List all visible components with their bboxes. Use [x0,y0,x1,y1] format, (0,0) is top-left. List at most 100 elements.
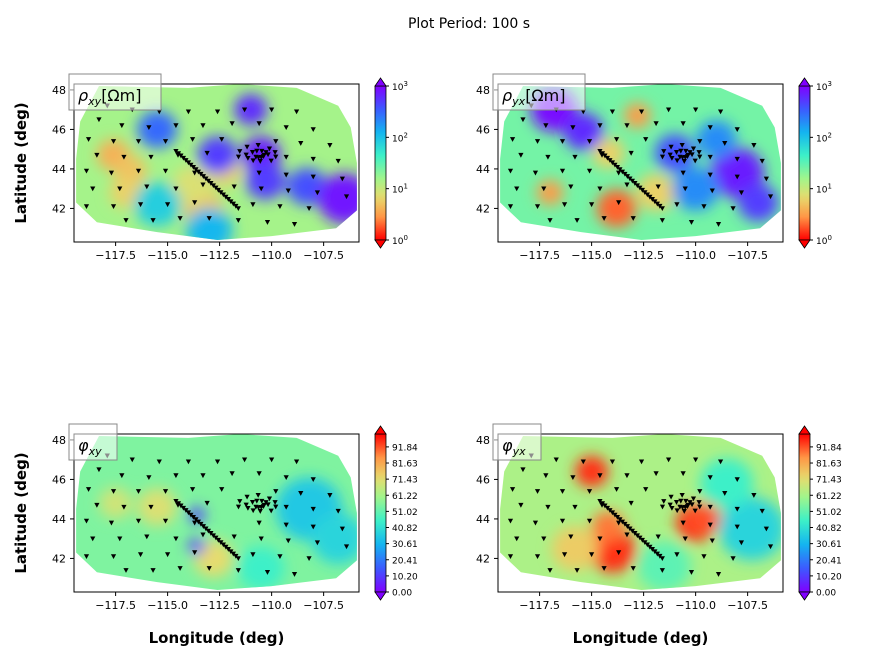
station-marker [638,459,645,465]
station-marker [255,492,261,498]
station-marker [83,554,90,560]
station-marker [229,121,235,127]
colorbar: 0.00 10.20 20.41 30.61 40.82 51.02 61.22 71.43 8… [374,425,418,601]
colorbar-tick-label: 102 [392,131,408,144]
heatmap-anomaly [287,167,327,206]
colorbar-tick-label: 51.02 [816,508,842,518]
station-marker [553,457,559,463]
station-marker [162,168,169,174]
station-marker [709,538,715,544]
heatmap-anomaly [637,541,692,590]
station-marker [268,508,274,514]
station-marker [293,459,300,465]
heatmap-anomaly [311,513,357,564]
station-marker [150,568,156,573]
station-marker [589,202,595,208]
x-tick-label: −117.5 [95,599,136,612]
y-tick-label: 44 [52,163,66,176]
station-marker [601,566,607,571]
y-tick-label: 46 [52,473,66,486]
station-marker [283,125,289,131]
station-marker [509,137,516,142]
station-marker [665,457,672,463]
station-marker [117,186,123,192]
station-marker [123,218,129,223]
station-marker [630,566,636,571]
station-marker [763,526,769,532]
station-marker [146,125,152,131]
station-marker [624,123,630,129]
y-tick-label: 46 [52,123,66,136]
station-marker [715,572,722,577]
colorbar-tick-label: 51.02 [392,508,418,518]
heatmap-anomaly [237,546,285,590]
heatmap-anomaly [188,538,206,555]
station-marker [751,493,757,498]
station-marker [624,532,630,538]
heatmap-anomaly [624,102,651,129]
station-marker [738,540,744,546]
station-marker [146,475,152,481]
station-marker [310,524,316,530]
station-marker [266,146,273,152]
station-marker [173,186,179,192]
station-marker [219,137,225,142]
station-marker [730,556,736,562]
heatmap-anomaly [245,161,286,200]
station-marker [108,170,115,176]
station-marker [257,509,263,514]
station-marker [680,471,686,477]
station-marker [310,156,316,162]
station-marker [257,159,263,164]
station-marker [568,184,574,190]
station-marker [219,487,225,492]
station-marker [559,518,566,524]
station-marker [677,154,683,160]
panel-title: φxy [78,436,102,458]
station-marker [144,534,150,540]
station-marker [119,123,125,129]
station-marker [545,504,551,510]
station-marker [693,457,699,463]
colorbar-tick-label: 91.84 [392,443,418,453]
y-tick-label: 46 [476,473,490,486]
station-marker [273,139,279,144]
colorbar-tick-label: 102 [816,131,832,144]
station-marker [545,154,551,160]
x-axis-label: Longitude (deg) [149,629,285,647]
x-tick-label: −112.5 [623,249,664,262]
station-marker [277,554,283,560]
station-marker [653,471,659,477]
station-marker [244,144,250,150]
heatmap-anomaly [551,526,599,571]
panel-title-box [492,423,542,461]
station-marker [597,473,603,479]
station-marker [165,552,171,558]
station-marker [697,489,703,494]
station-marker [265,152,271,158]
station-marker [690,146,697,152]
station-marker [722,141,728,146]
colorbar-tick-label: 40.82 [816,524,842,534]
station-marker [674,202,680,208]
station-markers [507,103,774,227]
station-marker [90,536,96,542]
station-marker [250,158,256,164]
station-marker [717,109,724,115]
heatmap-anomalies [96,93,357,240]
station-marker [680,520,686,526]
station-marker [678,498,684,504]
station-marker [85,487,92,492]
station-marker [643,487,649,492]
y-tick-label: 48 [476,84,490,97]
station-marker [734,477,740,483]
station-marker [668,494,674,500]
station-marker [144,184,150,190]
x-tick-label: −107.5 [303,599,344,612]
station-marker [734,506,740,512]
station-marker [767,544,774,550]
station-marker [709,188,715,194]
station-marker [678,148,684,154]
colorbar-tick-label: 103 [392,80,408,93]
station-marker [137,202,144,208]
